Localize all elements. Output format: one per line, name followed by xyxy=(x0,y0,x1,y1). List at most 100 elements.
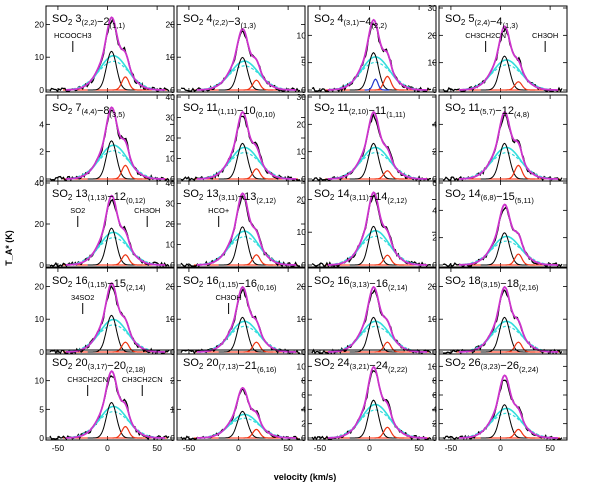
y-tick-label: 10 xyxy=(297,361,307,371)
fit-component-cyan xyxy=(460,235,555,266)
total-fit xyxy=(196,386,297,439)
x-tick-label: 50 xyxy=(283,443,293,453)
y-tick-label: 5 xyxy=(39,404,44,414)
y-tick-label: 2 xyxy=(170,376,175,386)
y-tick-label: 20 xyxy=(35,219,45,229)
panel-19: 0 2 4 6 8 10 -50 0 50 SO2 24(3,21)−24(2,22) xyxy=(297,349,437,453)
y-tick-label: 0 xyxy=(301,347,306,357)
fit-component-black xyxy=(218,226,269,266)
panel-4: 0 10 20 30 SO2 5(2,4)−4(1,3)CH3CH2CN CH3OH xyxy=(428,3,568,95)
fit-component-black xyxy=(349,52,400,91)
fit-component-black xyxy=(349,316,400,353)
fit-component-black xyxy=(218,142,269,180)
panel-frame xyxy=(45,267,175,355)
y-tick-label: 10 xyxy=(166,154,176,164)
annotation-label: 34SO2 xyxy=(71,293,94,302)
fit-component-red xyxy=(243,254,274,266)
fit-component-dashed xyxy=(329,325,424,353)
total-fit xyxy=(196,110,297,180)
fit-component-red xyxy=(374,170,405,180)
x-tick-label: -50 xyxy=(183,443,196,453)
panel-frame xyxy=(438,267,568,355)
fit-component-dashed xyxy=(67,324,162,353)
total-fit xyxy=(458,285,559,353)
panel-frame xyxy=(307,180,437,268)
panel-frame xyxy=(45,5,175,93)
y-tick-label: 8 xyxy=(301,376,306,386)
panel-15: 0 10 20 SO2 16(3,13)−16(2,14) xyxy=(297,267,437,357)
x-tick-label: 0 xyxy=(367,443,372,453)
panel-title-18: SO2 20(7,13)−21(6,16) xyxy=(183,357,277,374)
fit-component-red xyxy=(374,254,405,266)
y-tick-label: 20 xyxy=(428,281,438,291)
panel-9: 0 20 40 SO2 13(1,13)−12(0,12)SO2 CH3OH xyxy=(35,178,175,270)
y-tick-label: 0 xyxy=(301,174,306,184)
annotation-label: CH3CH2CN xyxy=(67,375,108,384)
panel-title-14: SO2 16(1,15)−16(0,16) xyxy=(183,275,277,292)
y-tick-label: 40 xyxy=(166,92,176,102)
x-tick-label: 50 xyxy=(545,443,555,453)
y-tick-label: 20 xyxy=(166,281,176,291)
fit-component-dashed xyxy=(460,240,555,266)
y-tick-label: 0 xyxy=(39,260,44,270)
y-tick-label: 10 xyxy=(297,30,307,40)
total-fit xyxy=(65,282,166,353)
panel-3: 0 5 10 SO2 4(3,1)−4(2,2) xyxy=(297,5,437,95)
fit-component-dashed xyxy=(329,61,424,91)
y-tick-label: 0 xyxy=(39,433,44,443)
total-fit xyxy=(458,25,559,91)
fit-component-dashed xyxy=(460,325,555,353)
fit-component-red xyxy=(112,76,143,91)
panel-frame xyxy=(307,267,437,355)
fit-component-black xyxy=(218,56,269,91)
total-fit xyxy=(327,285,428,353)
total-fit xyxy=(65,106,166,180)
fit-component-dashed xyxy=(67,237,162,266)
panel-frame xyxy=(307,5,437,93)
y-tick-label: 10 xyxy=(166,314,176,324)
fit-component-dashed xyxy=(198,152,293,180)
fit-component-cyan xyxy=(329,56,424,91)
fit-component-cyan xyxy=(67,318,162,353)
fit-component-dashed xyxy=(198,65,293,91)
y-tick-label: 0 xyxy=(170,85,175,95)
y-tick-label: 2 xyxy=(432,147,437,157)
total-fit xyxy=(327,18,428,91)
fit-component-black xyxy=(349,399,400,439)
y-tick-label: 30 xyxy=(166,199,176,209)
panel-frame xyxy=(176,5,306,93)
panel-8: 0 2 4 SO2 11(5,7)−12(4,8) xyxy=(432,94,568,184)
fit-component-cyan xyxy=(329,320,424,353)
fit-component-black xyxy=(218,316,269,353)
x-tick-label: 0 xyxy=(105,443,110,453)
y-tick-label: 20 xyxy=(35,19,45,29)
y-tick-label: 4 xyxy=(432,205,437,215)
x-tick-label: -50 xyxy=(52,443,65,453)
y-tick-label: 20 xyxy=(166,219,176,229)
panel-title-8: SO2 11(5,7)−12(4,8) xyxy=(445,102,530,119)
y-tick-label: 4 xyxy=(39,119,44,129)
y-tick-label: 10 xyxy=(35,52,45,62)
fit-component-cyan xyxy=(198,320,293,353)
annotation-label: HCO+ xyxy=(208,206,230,215)
fit-component-black xyxy=(480,316,531,353)
y-tick-label: 0 xyxy=(170,347,175,357)
total-fit xyxy=(65,16,166,91)
fit-component-red xyxy=(243,341,274,353)
y-tick-label: 2 xyxy=(432,419,437,429)
annotation-label: CH3OH xyxy=(532,31,558,40)
annotation-label: CH3CH2CN xyxy=(465,31,506,40)
x-tick-label: 50 xyxy=(414,443,424,453)
fit-component-dashed xyxy=(67,60,162,91)
fit-component-dashed xyxy=(329,235,424,266)
panel-title-15: SO2 16(3,13)−16(2,14) xyxy=(314,275,408,292)
x-tick-label: 0 xyxy=(498,443,503,453)
panel-title-10: SO2 13(3,11)−13(2,12) xyxy=(183,188,277,205)
y-tick-label: 20 xyxy=(297,119,307,129)
y-tick-label: 2 xyxy=(432,233,437,243)
panel-14: 0 10 20 SO2 16(1,15)−16(0,16)CH3OH xyxy=(166,267,306,357)
